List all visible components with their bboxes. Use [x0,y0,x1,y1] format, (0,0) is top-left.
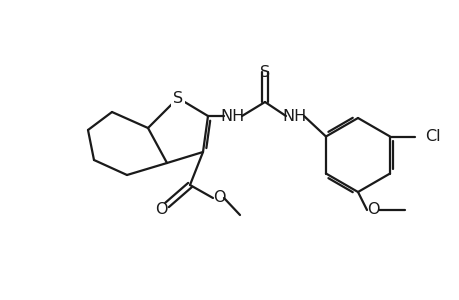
Text: S: S [173,91,183,106]
Text: O: O [212,190,225,206]
Text: NH: NH [282,109,307,124]
Text: S: S [259,64,269,80]
Text: O: O [366,202,378,217]
Text: NH: NH [220,109,245,124]
Text: O: O [154,202,167,217]
Text: Cl: Cl [424,129,440,144]
